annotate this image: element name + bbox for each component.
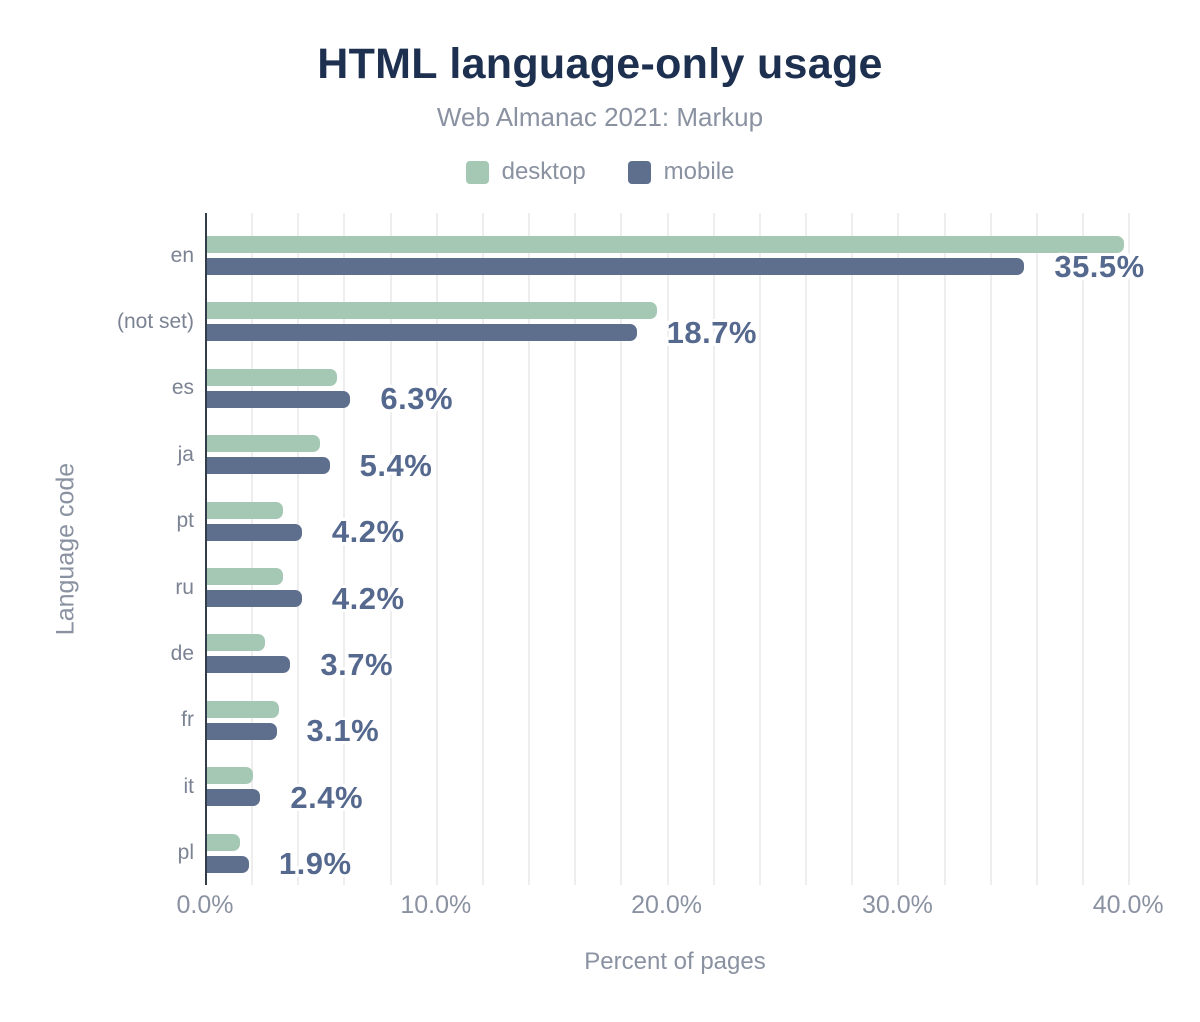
legend-label-mobile: mobile — [663, 158, 735, 185]
chart-subtitle: Web Almanac 2021: Markup — [436, 102, 764, 132]
bar-mobile-pl[interactable] — [205, 855, 249, 873]
bar-desktop-pl[interactable] — [205, 833, 240, 851]
value-label-not-set: 18.7% — [666, 314, 757, 350]
gridline — [943, 213, 946, 885]
gridline — [1128, 213, 1131, 885]
gridline — [989, 213, 992, 885]
row-label-pl: pl — [177, 841, 194, 865]
gridline — [1035, 213, 1038, 885]
value-label-en: 35.5% — [1054, 248, 1145, 284]
gridline — [712, 213, 715, 885]
bar-desktop-es[interactable] — [205, 368, 337, 386]
bar-mobile-en[interactable] — [205, 258, 1025, 275]
y-axis-line — [205, 213, 207, 885]
row-label-ru: ru — [175, 575, 194, 599]
x-tick-label-30-0: 30.0% — [861, 891, 933, 919]
bar-mobile-de[interactable] — [205, 656, 291, 674]
value-label-pt: 4.2% — [331, 514, 405, 550]
value-label-it: 2.4% — [290, 779, 364, 815]
bar-desktop-fr[interactable] — [205, 700, 279, 718]
gridline — [343, 213, 346, 885]
bar-mobile-pt[interactable] — [205, 523, 302, 541]
gridline — [620, 213, 623, 885]
y-axis-title: Language code — [51, 462, 80, 636]
legend-label-desktop: desktop — [501, 158, 586, 185]
gridline — [851, 213, 854, 885]
bar-desktop-pt[interactable] — [205, 501, 284, 519]
row-label-fr: fr — [181, 708, 194, 732]
bar-desktop-ru[interactable] — [205, 568, 284, 585]
gridline — [251, 213, 254, 885]
gridline — [897, 213, 900, 885]
bar-mobile-fr[interactable] — [205, 722, 277, 740]
bar-mobile-es[interactable] — [205, 390, 351, 408]
legend: desktop mobile — [0, 158, 1200, 186]
bar-desktop-not-set[interactable] — [205, 302, 658, 320]
legend-item-mobile: mobile — [627, 158, 735, 186]
bar-mobile-ru[interactable] — [205, 590, 302, 607]
row-label-ja: ja — [177, 442, 194, 466]
bar-mobile-ja[interactable] — [205, 457, 330, 475]
row-label-it: it — [183, 774, 195, 798]
gridline — [389, 213, 392, 885]
gridline — [297, 213, 300, 885]
row-label-en: en — [170, 243, 194, 267]
chart-title: HTML language-only usage — [317, 40, 883, 88]
bar-desktop-de[interactable] — [205, 634, 265, 652]
x-tick-label-10-0: 10.0% — [400, 891, 472, 919]
legend-swatch-mobile-icon — [627, 160, 651, 184]
x-axis-title: Percent of pages — [584, 948, 766, 975]
value-label-pl: 1.9% — [278, 846, 352, 882]
value-label-es: 6.3% — [380, 381, 454, 417]
value-label-fr: 3.1% — [306, 713, 380, 749]
value-label-de: 3.7% — [320, 646, 394, 682]
row-label-de: de — [170, 641, 194, 665]
gridline — [528, 213, 531, 885]
gridline — [481, 213, 484, 885]
legend-swatch-desktop-icon — [465, 160, 489, 184]
bar-desktop-ja[interactable] — [205, 435, 321, 453]
value-label-ja: 5.4% — [359, 447, 433, 483]
bar-desktop-en[interactable] — [205, 236, 1124, 253]
value-label-ru: 4.2% — [331, 580, 405, 616]
row-label-not-set: (not set) — [116, 309, 194, 333]
plot-area — [205, 213, 1145, 885]
gridline — [758, 213, 761, 885]
gridline — [805, 213, 808, 885]
bar-mobile-it[interactable] — [205, 789, 261, 807]
x-tick-label-20-0: 20.0% — [631, 891, 703, 919]
gridline — [666, 213, 669, 885]
bar-desktop-it[interactable] — [205, 767, 254, 785]
gridline — [574, 213, 577, 885]
gridline — [1082, 213, 1085, 885]
row-label-es: es — [171, 376, 194, 400]
x-tick-label-40-0: 40.0% — [1092, 891, 1164, 919]
x-tick-label-0-0: 0.0% — [176, 891, 234, 919]
bar-mobile-not-set[interactable] — [205, 324, 637, 342]
row-label-pt: pt — [176, 509, 194, 533]
gridline — [435, 213, 438, 885]
legend-item-desktop: desktop — [465, 158, 586, 186]
